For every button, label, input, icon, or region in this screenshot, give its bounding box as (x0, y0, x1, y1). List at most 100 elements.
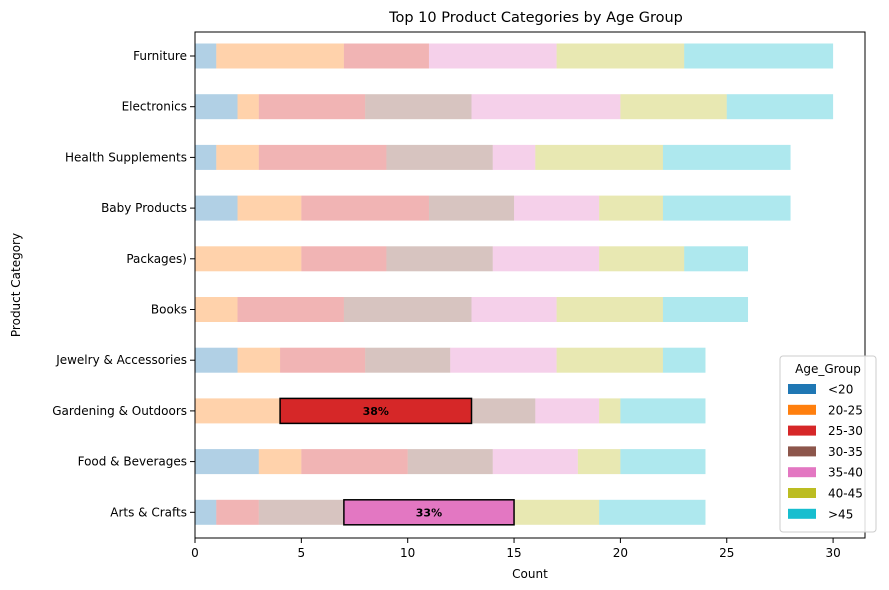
legend-items: <20 20-25 25-30 30-35 35-40 40-45 >45 (788, 383, 863, 521)
x-tick-label: 15 (506, 546, 521, 560)
highlight-label: 33% (416, 506, 442, 519)
bar-electronics-40-45 (620, 94, 727, 120)
bars-group (195, 43, 834, 525)
bar-gardening-outdoors-20-25 (195, 398, 281, 424)
legend-label: 40-45 (828, 487, 863, 501)
y-axis-label: Product Category (9, 233, 23, 337)
bar-food-beverages-40-45 (577, 449, 621, 475)
plot-frame (194, 31, 866, 539)
bar-gardening-outdoors-gt45 (620, 398, 706, 424)
bar-arts-crafts-30-35 (258, 499, 344, 525)
bar-food-beverages-20-25 (258, 449, 302, 475)
bar-baby-products-gt45 (662, 195, 791, 221)
legend-swatch (788, 404, 816, 415)
y-tick-label: Gardening & Outdoors (52, 404, 187, 418)
bar-furniture-lt20 (195, 43, 217, 69)
bar-arts-crafts-35-40 (343, 499, 515, 525)
bar-gardening-outdoors-25-30 (280, 398, 472, 424)
bar-furniture-20-25 (216, 43, 344, 69)
bar-electronics-gt45 (726, 94, 834, 120)
bar-gardening-outdoors-40-45 (599, 398, 621, 424)
bar-health-supplements-25-30 (258, 144, 387, 170)
chart-title: Top 10 Product Categories by Age Group (388, 10, 683, 26)
legend-swatch (788, 425, 816, 436)
bar-food-beverages-25-30 (301, 449, 408, 475)
highlight-outline (343, 499, 515, 526)
bar-books-20-25 (195, 297, 238, 322)
y-tick-label: Furniture (133, 49, 187, 63)
bar-packages-40-45 (599, 246, 685, 272)
legend-swatch (788, 384, 816, 394)
bar-jewelry-accessories-35-40 (450, 347, 557, 373)
bar-baby-products-25-30 (301, 195, 429, 221)
y-tick-label: Health Supplements (65, 150, 187, 164)
x-axis-label: Count (512, 567, 548, 581)
bar-furniture-35-40 (428, 43, 557, 69)
x-tick-label: 25 (719, 546, 734, 560)
bar-electronics-25-30 (258, 94, 366, 120)
bar-baby-products-35-40 (514, 195, 600, 221)
bar-electronics-35-40 (471, 94, 621, 120)
bar-baby-products-40-45 (599, 195, 663, 221)
bar-arts-crafts-lt20 (195, 499, 217, 525)
legend-title: Age_Group (795, 362, 861, 376)
bar-packages-30-35 (386, 246, 493, 272)
bar-health-supplements-20-25 (216, 144, 259, 170)
legend-label: 25-30 (828, 424, 863, 438)
y-axis-ticks: Furniture Electronics Health Supplements Ba… (52, 49, 195, 519)
bar-baby-products-lt20 (195, 195, 238, 221)
bar-electronics-lt20 (195, 94, 238, 120)
bar-baby-products-30-35 (428, 195, 515, 221)
highlight-outline (279, 397, 473, 425)
legend-label: <20 (828, 383, 853, 397)
legend-label: 20-25 (828, 403, 863, 417)
bar-gardening-outdoors-35-40 (535, 398, 600, 424)
bar-gardening-outdoors-30-35 (471, 398, 536, 424)
legend-label: 35-40 (828, 466, 863, 480)
y-tick-label: Books (151, 303, 187, 317)
bar-jewelry-accessories-40-45 (556, 347, 663, 373)
bar-packages-gt45 (684, 246, 749, 272)
legend-swatch (788, 446, 816, 457)
highlight-label: 38% (363, 405, 389, 418)
bar-health-supplements-35-40 (492, 144, 536, 170)
y-tick-label: Baby Products (101, 201, 187, 215)
bar-arts-crafts-40-45 (514, 499, 600, 525)
bar-food-beverages-gt45 (620, 449, 706, 475)
x-tick-label: 30 (825, 546, 840, 560)
y-tick-label: Jewelry & Accessories (55, 353, 187, 367)
y-tick-label: Electronics (122, 100, 187, 114)
bar-health-supplements-40-45 (535, 144, 663, 170)
bar-food-beverages-35-40 (492, 449, 578, 475)
x-axis-ticks: 0 5 10 15 20 25 30 (191, 538, 841, 560)
bar-packages-35-40 (492, 246, 600, 272)
bar-jewelry-accessories-30-35 (365, 347, 451, 373)
bar-books-35-40 (471, 297, 557, 322)
bar-packages-20-25 (195, 246, 302, 272)
x-tick-label: 10 (400, 546, 415, 560)
bar-furniture-40-45 (556, 43, 685, 69)
legend-swatch (788, 488, 816, 498)
legend-label: >45 (828, 507, 853, 521)
legend-label: 30-35 (828, 445, 863, 459)
bar-food-beverages-lt20 (195, 449, 259, 475)
bar-health-supplements-lt20 (195, 144, 217, 170)
x-tick-label: 5 (298, 546, 306, 560)
bar-jewelry-accessories-lt20 (195, 347, 238, 373)
y-tick-label: Packages) (126, 252, 187, 266)
bar-jewelry-accessories-25-30 (280, 347, 366, 373)
y-tick-label: Arts & Crafts (110, 505, 187, 519)
bar-furniture-25-30 (343, 43, 429, 69)
bar-health-supplements-gt45 (662, 144, 791, 170)
bar-books-gt45 (662, 297, 749, 322)
bar-furniture-gt45 (684, 43, 834, 69)
highlights-group: 38% 33% (279, 397, 515, 526)
bar-books-25-30 (237, 297, 344, 322)
bar-jewelry-accessories-gt45 (662, 347, 706, 373)
legend: Age_Group <20 20-25 25-30 30-35 35-40 40-45 >4… (779, 355, 877, 533)
x-tick-label: 20 (613, 546, 628, 560)
x-tick-label: 0 (191, 546, 199, 560)
bar-health-supplements-30-35 (386, 144, 493, 170)
legend-swatch (788, 467, 816, 478)
